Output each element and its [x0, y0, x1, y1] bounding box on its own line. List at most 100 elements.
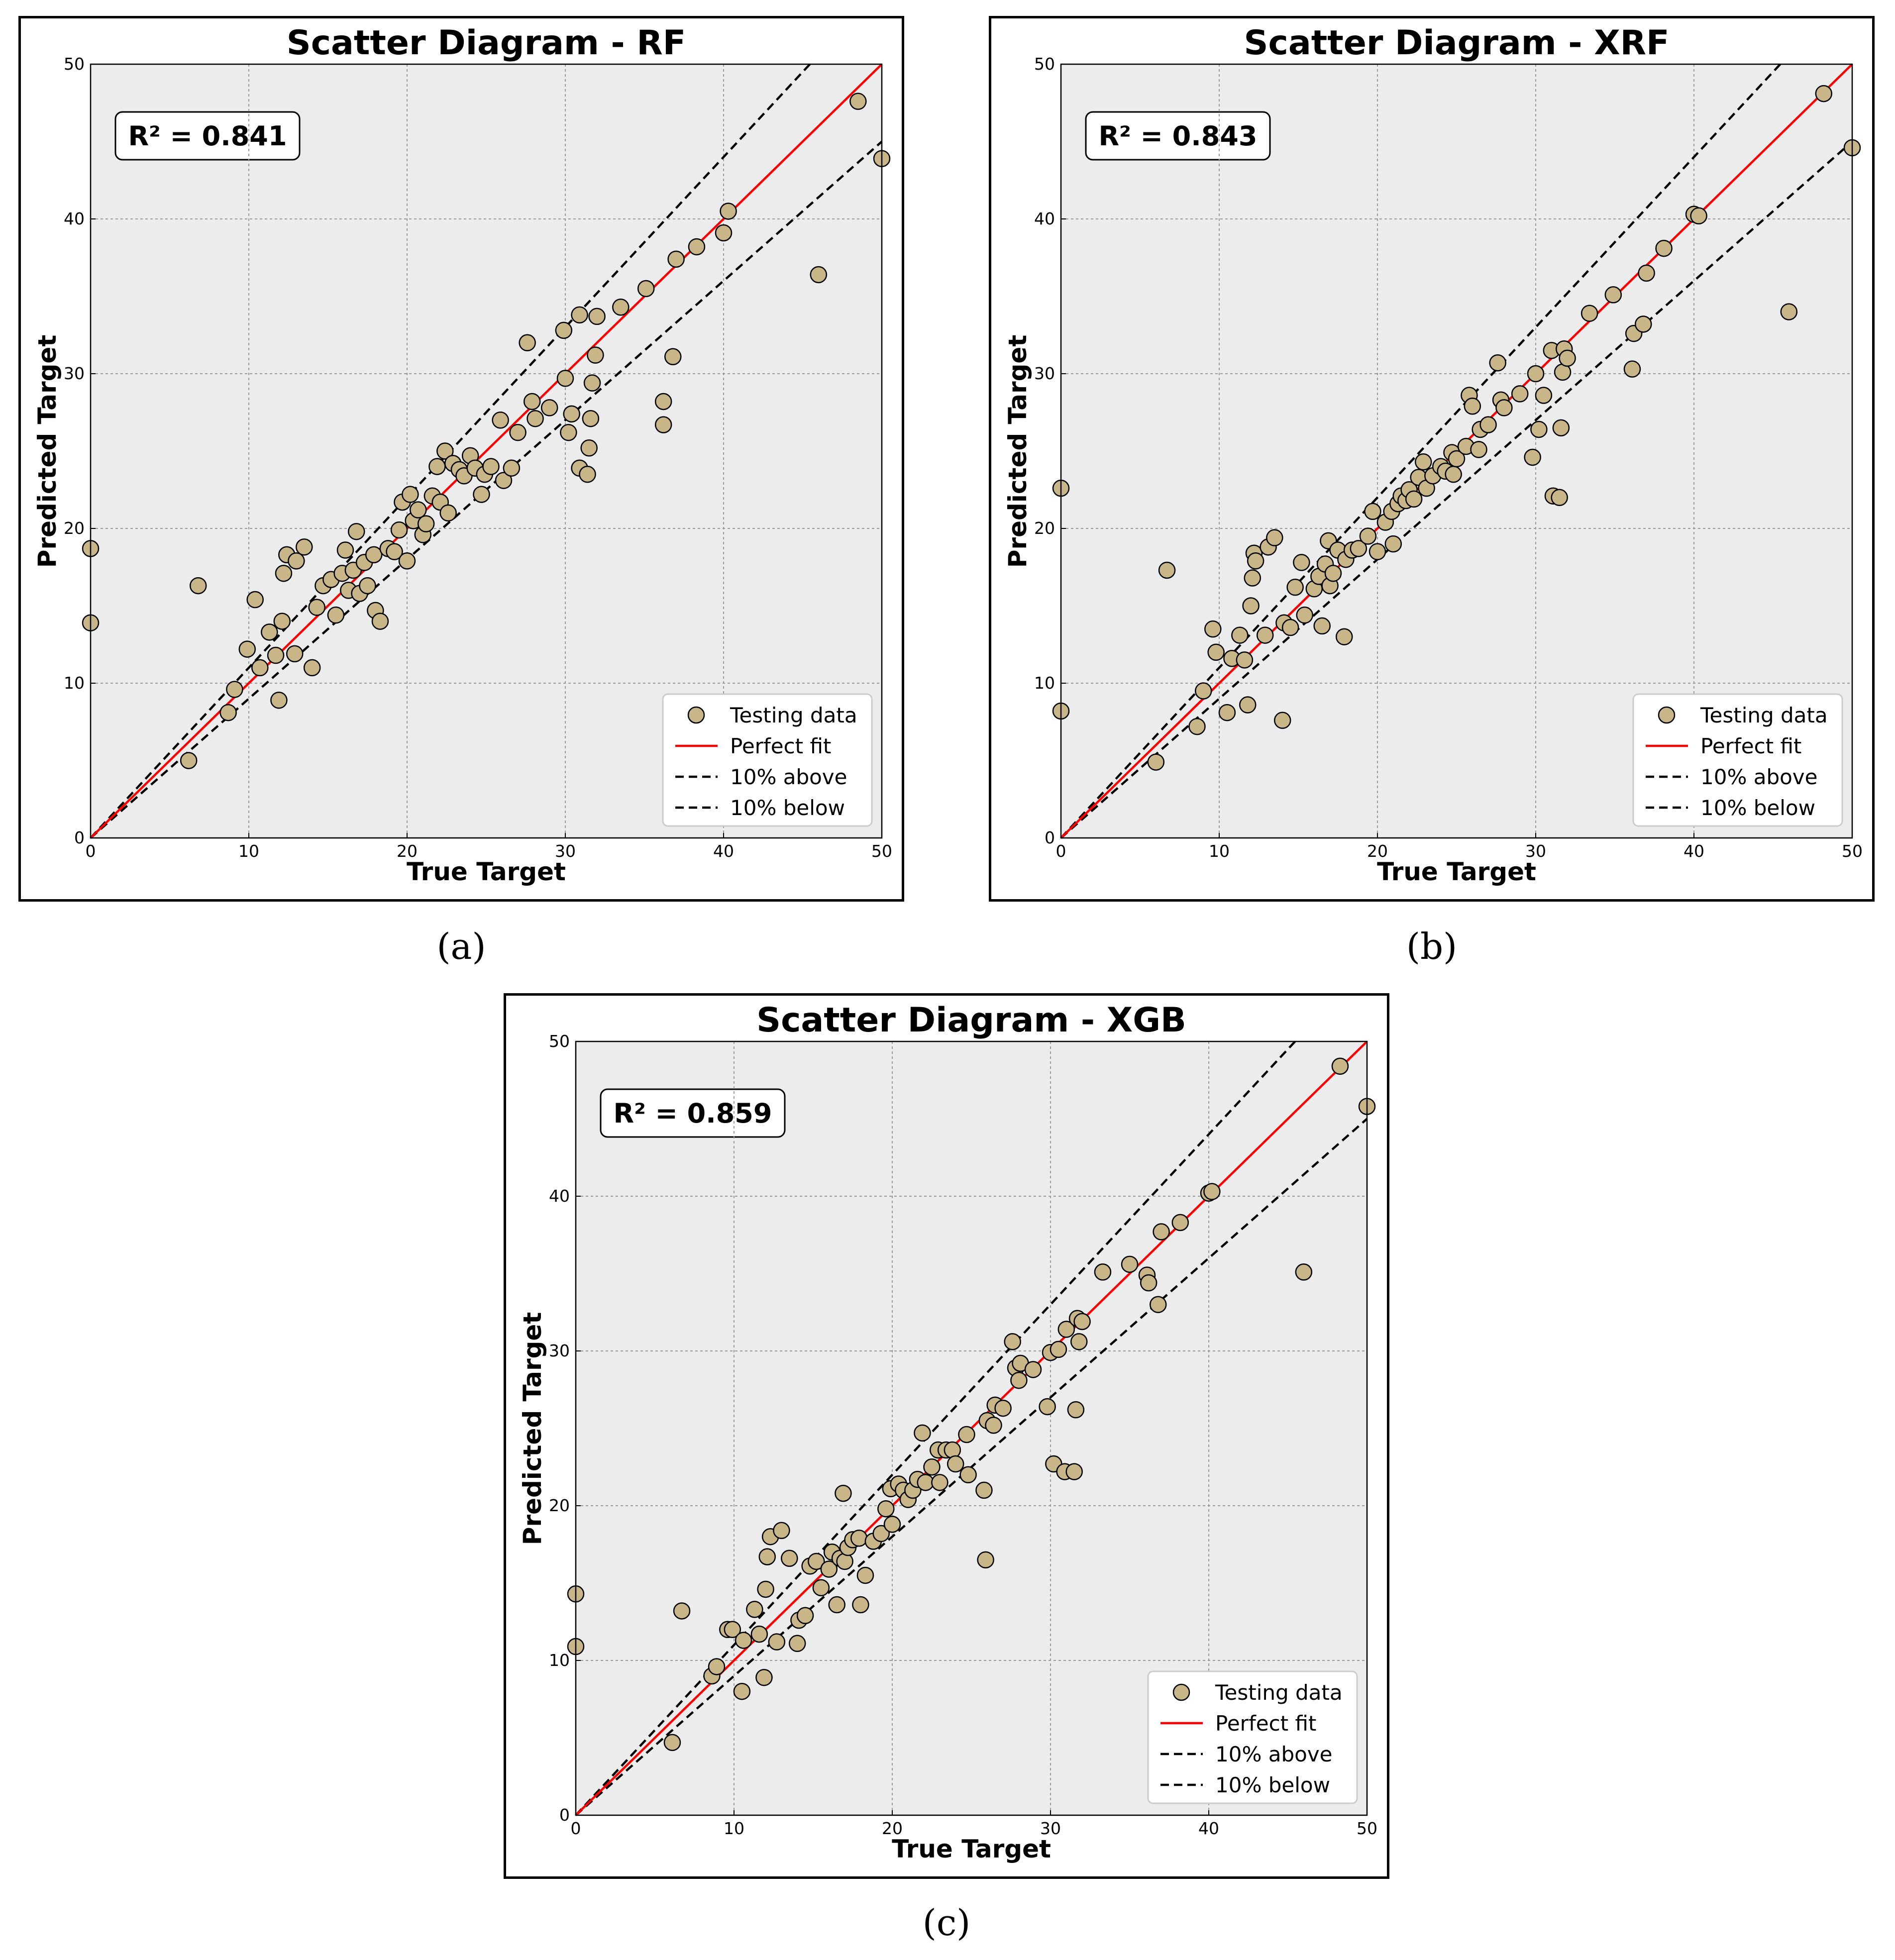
data-point [556, 370, 574, 387]
data-point [275, 564, 293, 582]
y-tick-label: 10 [1034, 673, 1055, 693]
grid-lines [1061, 64, 1852, 838]
r2-annotation: R² = 0.841 [114, 111, 301, 161]
x-tick-label: 20 [1367, 841, 1388, 861]
y-tick-label: 30 [1034, 364, 1055, 383]
data-point [571, 306, 588, 324]
data-point [923, 1458, 941, 1476]
data-point [555, 321, 573, 339]
data-point [810, 266, 828, 284]
data-point [877, 1500, 895, 1518]
legend-label-testing: Testing data [730, 703, 857, 727]
data-point [1094, 1263, 1112, 1281]
data-point [482, 458, 500, 475]
data-point [1405, 490, 1423, 508]
data-point [1552, 419, 1570, 437]
legend-box [1632, 693, 1843, 827]
data-point [1171, 1214, 1189, 1232]
data-point [1559, 349, 1576, 367]
data-point [270, 691, 288, 709]
data-point [768, 1633, 786, 1651]
data-point [579, 465, 596, 483]
data-point [1231, 626, 1249, 644]
data-point [1256, 626, 1274, 644]
data-point [1324, 564, 1342, 582]
scatter-chart-xgb: Scatter Diagram - XGB True Target Predic… [518, 1001, 1377, 1863]
data-point [1464, 398, 1481, 415]
legend-marker-testing [687, 706, 705, 724]
data-point [303, 659, 321, 677]
x-tick-label: 0 [571, 1819, 581, 1838]
data-point [495, 472, 513, 489]
data-point [580, 439, 598, 457]
data-point [985, 1417, 1002, 1434]
x-tick-label: 20 [882, 1819, 903, 1838]
data-point [654, 416, 672, 433]
data-point [1414, 453, 1432, 471]
legend: Testing data Perfect fit 10% above 10% b… [1632, 693, 1843, 827]
data-point [663, 1734, 681, 1752]
data-point [261, 623, 278, 641]
data-point [327, 606, 345, 624]
data-point [428, 458, 446, 475]
data-point [715, 224, 733, 242]
data-point [872, 1525, 890, 1543]
data-point [246, 591, 264, 609]
data-point [1207, 643, 1225, 661]
y-tick-label: 20 [1034, 518, 1055, 538]
data-point [492, 412, 509, 429]
y-tick-label: 20 [64, 518, 85, 538]
data-point [1050, 1341, 1067, 1358]
data-point [1655, 239, 1673, 257]
data-point [1293, 554, 1310, 571]
r2-box [114, 111, 301, 161]
x-axis-label: True Target [892, 1835, 1051, 1863]
data-point [1140, 1274, 1158, 1292]
data-point [931, 1474, 948, 1491]
data-point [947, 1455, 964, 1473]
data-point [347, 522, 365, 540]
data-point [708, 1658, 726, 1675]
line-10pct-above [575, 1040, 1296, 1816]
data-point [582, 410, 600, 427]
legend-label-testing: Testing data [1215, 1680, 1343, 1705]
chart-title: Scatter Diagram - RF [287, 23, 686, 63]
data-point [1359, 527, 1377, 545]
data-point [1073, 1313, 1091, 1331]
data-point [994, 1399, 1012, 1417]
data-points [567, 1057, 1376, 1752]
data-point [757, 1580, 774, 1598]
data-point [612, 299, 630, 316]
data-point [1024, 1361, 1042, 1378]
data-point [755, 1668, 773, 1686]
r2-annotation: R² = 0.843 [1085, 111, 1271, 161]
data-point [1242, 597, 1260, 615]
data-point [850, 1530, 868, 1547]
data-point [1479, 416, 1497, 433]
data-point [1295, 1263, 1313, 1281]
r2-annotation: R² = 0.859 [600, 1088, 786, 1138]
data-point [296, 538, 313, 556]
data-point [1551, 489, 1568, 507]
data-point [560, 423, 577, 441]
y-axis-label: Predicted Target [1003, 335, 1032, 568]
plot-frame [575, 1040, 1368, 1816]
grid-lines [91, 64, 882, 838]
data-point [836, 1552, 853, 1570]
data-point [667, 250, 685, 268]
data-point [664, 348, 682, 366]
caption-b: (b) [1406, 926, 1458, 967]
data-point [1239, 696, 1257, 714]
y-tick-label: 50 [64, 54, 85, 74]
data-point [1188, 718, 1206, 735]
r2-box [1085, 111, 1271, 161]
data-point [390, 521, 408, 539]
data-point [852, 1596, 869, 1614]
x-axis-label: True Target [1377, 857, 1536, 886]
data-point [473, 486, 490, 503]
data-point [398, 552, 416, 570]
data-point [977, 1551, 994, 1569]
data-points [1052, 85, 1861, 771]
legend-label-above: 10% above [730, 765, 847, 789]
axis-ticks: 0 10 20 30 40 50 0 10 20 30 40 50 [549, 1032, 1377, 1838]
